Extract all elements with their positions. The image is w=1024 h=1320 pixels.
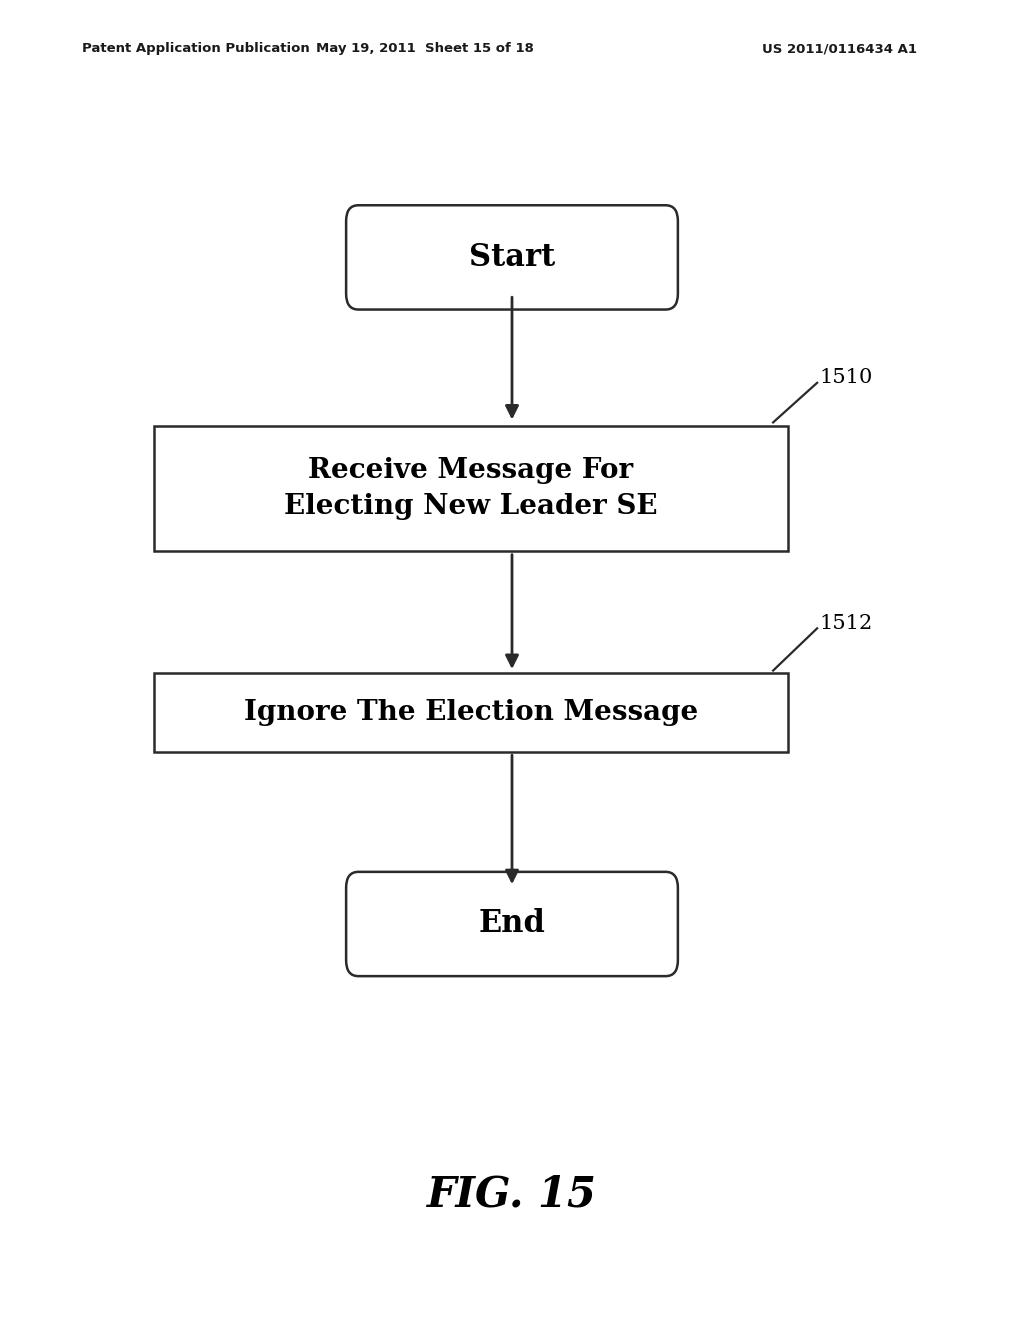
Text: Ignore The Election Message: Ignore The Election Message: [244, 700, 698, 726]
Text: Start: Start: [469, 242, 555, 273]
Text: FIG. 15: FIG. 15: [427, 1173, 597, 1216]
Text: 1512: 1512: [819, 614, 872, 632]
Text: End: End: [478, 908, 546, 940]
Text: May 19, 2011  Sheet 15 of 18: May 19, 2011 Sheet 15 of 18: [316, 42, 534, 55]
Text: Patent Application Publication: Patent Application Publication: [82, 42, 309, 55]
Text: 1510: 1510: [819, 368, 872, 387]
Text: Receive Message For
Electing New Leader SE: Receive Message For Electing New Leader …: [285, 457, 657, 520]
FancyBboxPatch shape: [154, 425, 788, 552]
Text: US 2011/0116434 A1: US 2011/0116434 A1: [762, 42, 918, 55]
FancyBboxPatch shape: [154, 673, 788, 752]
FancyBboxPatch shape: [346, 205, 678, 309]
FancyBboxPatch shape: [346, 873, 678, 977]
